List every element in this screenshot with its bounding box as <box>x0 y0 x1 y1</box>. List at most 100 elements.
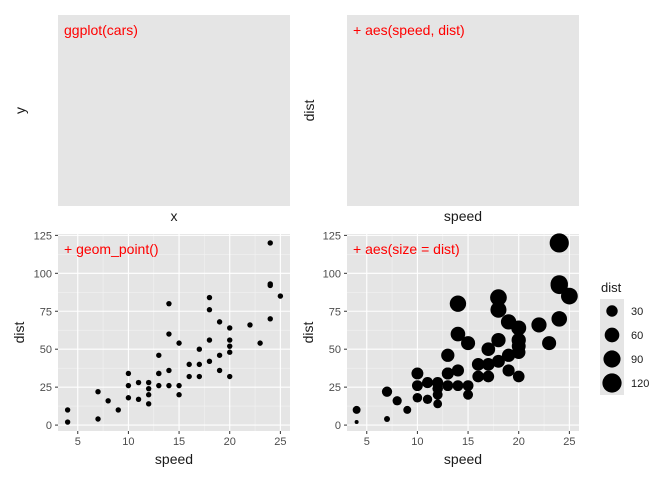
data-point <box>145 379 152 386</box>
data-point <box>64 407 71 413</box>
legend-label: 90 <box>631 354 643 366</box>
data-point <box>551 311 568 327</box>
x-tick-label: 5 <box>364 436 370 448</box>
data-point <box>411 380 423 392</box>
panel-top-left: ggplot(cars) x y <box>12 15 290 224</box>
data-point <box>381 386 393 397</box>
panel-annotation: + aes(size = dist) <box>353 241 460 257</box>
data-point <box>196 373 203 380</box>
data-point <box>550 275 568 293</box>
data-point <box>145 401 152 407</box>
data-point <box>216 352 223 358</box>
data-point <box>95 416 101 422</box>
data-point <box>512 370 525 383</box>
data-point <box>491 332 506 348</box>
panel-background <box>347 15 579 206</box>
data-point <box>166 367 172 374</box>
data-point <box>125 395 132 401</box>
y-tick-label: 125 <box>323 230 341 242</box>
data-point <box>145 385 152 392</box>
x-tick-label: 20 <box>224 436 236 448</box>
legend-label: 30 <box>631 306 643 318</box>
y-tick-label: 100 <box>34 268 52 280</box>
y-tick-label: 75 <box>40 306 52 318</box>
data-point <box>156 352 162 358</box>
data-point <box>166 300 172 307</box>
y-axis-title: dist <box>301 100 317 122</box>
data-point <box>156 382 162 389</box>
panel-bottom-right: 5 10 15 20 25 0 25 50 75 100 125 + aes(size = dist)… <box>300 230 579 467</box>
panel-bottom-left: 5 10 15 20 25 0 25 50 75 100 125 + geom_point()spee… <box>11 230 290 467</box>
panel-annotation: + aes(speed, dist) <box>353 22 465 38</box>
data-point <box>156 370 162 377</box>
data-point <box>411 367 424 380</box>
data-point <box>125 382 132 389</box>
data-point <box>166 382 172 389</box>
data-point <box>186 373 192 380</box>
x-tick-label: 15 <box>462 436 474 448</box>
legend-key-point <box>603 350 621 368</box>
data-point <box>227 343 233 349</box>
x-axis-title: x <box>171 208 178 224</box>
panel-annotation: ggplot(cars) <box>64 22 138 38</box>
data-point <box>216 319 223 325</box>
data-point <box>135 396 142 402</box>
size-legend: dist 30 60 90 120 <box>600 280 649 395</box>
data-point <box>531 317 547 333</box>
data-point <box>492 354 505 368</box>
data-point <box>206 307 213 313</box>
x-tick-label: 10 <box>122 436 134 448</box>
legend-title: dist <box>601 280 622 295</box>
data-point <box>105 398 111 404</box>
data-point <box>471 358 485 371</box>
data-point <box>451 364 465 377</box>
data-point <box>145 392 152 398</box>
y-tick-label: 125 <box>34 230 52 242</box>
data-point <box>277 293 284 299</box>
legend-key-point <box>606 305 618 317</box>
data-point <box>482 358 495 371</box>
data-point <box>176 340 182 346</box>
data-point <box>482 370 495 383</box>
panel-top-right: + aes(speed, dist) speed dist <box>301 15 579 224</box>
data-point <box>472 370 485 383</box>
data-point <box>206 337 213 343</box>
data-point <box>247 322 253 328</box>
x-tick-label: 10 <box>411 436 423 448</box>
data-point <box>227 325 233 331</box>
data-point <box>462 380 474 392</box>
data-point <box>449 295 467 312</box>
data-point <box>452 380 464 392</box>
data-point <box>216 367 223 374</box>
data-point <box>490 301 507 318</box>
data-point <box>196 346 203 352</box>
data-point <box>501 348 516 362</box>
x-tick-label: 5 <box>75 436 81 448</box>
y-axis-title: y <box>12 107 28 114</box>
data-point <box>549 233 569 253</box>
data-point <box>463 389 474 400</box>
data-point <box>227 337 233 343</box>
panel-background <box>58 234 290 431</box>
data-point <box>186 361 192 368</box>
data-point <box>403 405 412 414</box>
data-point <box>412 392 423 403</box>
data-point <box>502 364 515 377</box>
y-axis-title: dist <box>11 322 27 344</box>
y-tick-label: 100 <box>323 268 341 280</box>
data-point <box>352 405 361 414</box>
data-point <box>354 420 359 425</box>
x-axis-title: speed <box>444 208 482 224</box>
data-point <box>267 281 273 287</box>
data-point <box>481 342 496 357</box>
data-point <box>135 379 142 386</box>
y-tick-label: 25 <box>329 382 341 394</box>
data-point <box>450 326 466 342</box>
x-tick-label: 15 <box>173 436 185 448</box>
x-axis-title: speed <box>444 451 482 467</box>
data-point <box>511 332 526 348</box>
y-tick-label: 0 <box>335 420 341 432</box>
y-tick-label: 25 <box>40 382 52 394</box>
y-tick-label: 0 <box>46 420 52 432</box>
